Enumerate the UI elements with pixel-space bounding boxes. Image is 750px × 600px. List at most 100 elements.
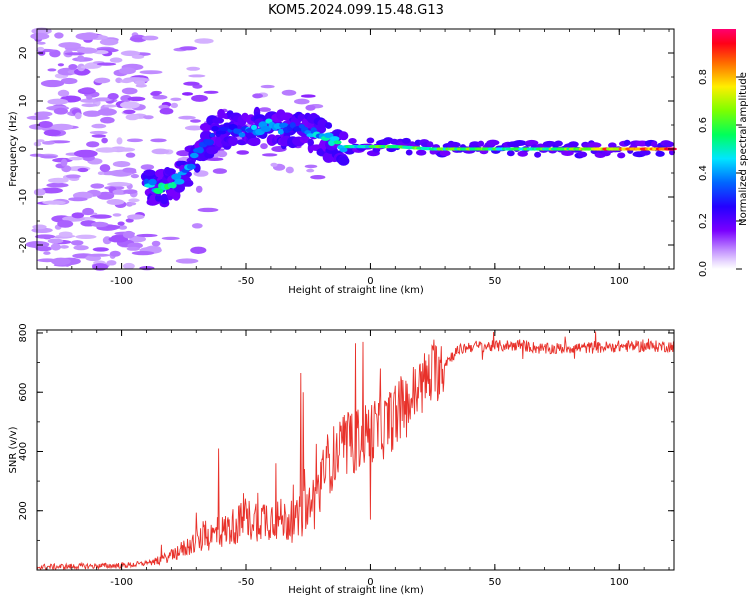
noise-speckle [57,89,70,97]
noise-speckle [262,153,278,157]
noise-speckle [159,107,174,115]
ridge-core [190,152,199,159]
noise-speckle [121,87,138,95]
ridge-halo [469,141,481,148]
noise-speckle [140,164,155,171]
x-tick-label: -100 [110,276,133,287]
ridge-core [186,163,196,170]
noise-speckle [118,67,136,75]
noise-speckle [120,50,140,57]
ridge-halo [517,150,528,157]
noise-speckle [91,221,109,228]
noise-speckle [116,147,136,152]
noise-speckle [26,115,50,121]
noise-speckle [68,197,88,202]
noise-speckle [178,115,196,120]
noise-speckle [75,32,99,41]
noise-speckle [68,64,78,70]
ridge-core [170,181,177,189]
noise-speckle [305,104,316,111]
noise-speckle [43,129,61,137]
ridge-halo [554,140,563,147]
noise-speckle [151,148,170,155]
snr-x-axis-label: Height of straight line (km) [288,585,424,596]
ridge-halo [506,150,515,157]
ridge-halo [159,193,169,205]
noise-speckle [112,213,122,217]
snr-y-axis-label: SNR (v/v) [8,426,19,473]
ridge-halo [200,130,213,142]
noise-speckle [181,92,194,96]
ridge-halo [212,117,225,124]
noise-speckle [119,79,133,84]
noise-speckle [134,80,146,85]
ridge-core [153,187,164,194]
y-tick-label: 200 [18,501,29,520]
noise-speckle [128,202,137,206]
noise-speckle [136,233,158,238]
y-tick-label: 10 [18,95,29,108]
noise-speckle [58,42,82,49]
noise-speckle [96,62,117,66]
noise-speckle [126,246,140,251]
noise-speckle [40,79,65,88]
noise-speckle [68,156,84,161]
colorbar-tick-label: 0.2 [698,213,709,229]
noise-speckle [183,81,200,86]
noise-speckle [127,96,146,102]
noise-speckle [126,138,143,143]
y-tick-label: 0 [18,146,29,152]
noise-speckle [80,65,100,69]
noise-speckle [175,258,199,264]
noise-speckle [184,125,204,131]
noise-speckle [112,189,125,195]
ridge-core [209,133,215,138]
noise-speckle [107,181,131,187]
noise-speckle [97,171,105,175]
x-tick-label: -100 [110,577,133,588]
x-tick-label: -50 [238,276,254,287]
noise-speckle [122,230,135,239]
noise-speckle [118,225,128,230]
noise-speckle [216,150,228,158]
noise-speckle [86,95,93,100]
noise-speckle [53,107,68,115]
x-tick-label: 100 [610,276,629,287]
noise-speckle [186,66,201,71]
noise-speckle [107,93,119,100]
noise-speckle [106,225,121,229]
noise-speckle [116,137,123,145]
ridge-core [196,146,204,154]
noise-speckle [170,102,178,109]
ridge-core [218,126,230,132]
ridge-halo [206,146,219,155]
noise-speckle [310,175,326,180]
y-tick-label: -10 [18,189,29,205]
ridge-core [215,130,227,135]
colorbar-tick-label: 0.0 [698,261,709,277]
spectrogram-y-axis-label: Frequency (Hz) [8,111,19,187]
noise-speckle [66,174,81,179]
noise-speckle [57,220,74,228]
noise-speckle [161,236,180,240]
y-tick-label: 600 [18,383,29,402]
noise-speckle [33,188,46,196]
noise-speckle [306,168,315,173]
ridge-halo [193,163,201,173]
noise-speckle [131,251,155,256]
noise-speckle [50,243,61,251]
noise-speckle [83,110,102,117]
noise-speckle [30,32,50,40]
noise-speckle [74,112,82,120]
noise-speckle [38,121,53,128]
ridge-core [339,147,348,153]
noise-speckle [35,246,52,252]
y-tick-label: 400 [18,442,29,461]
noise-speckle [47,98,69,105]
noise-speckle [150,138,167,143]
noise-speckle [36,41,46,45]
ridge-core [260,125,272,132]
ridge-halo [651,141,658,148]
ridge-halo [577,151,588,158]
